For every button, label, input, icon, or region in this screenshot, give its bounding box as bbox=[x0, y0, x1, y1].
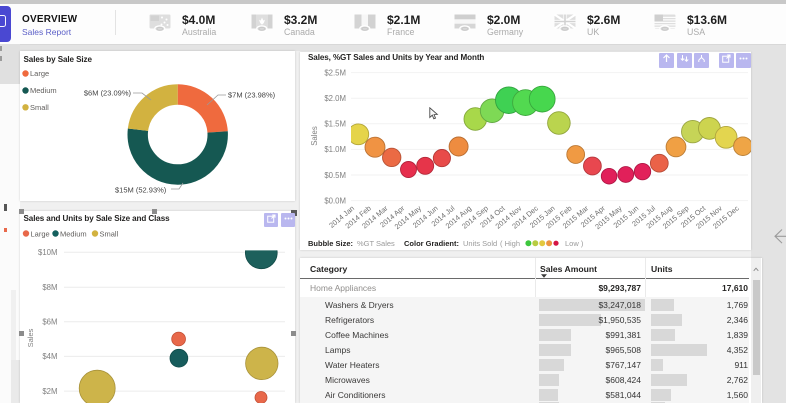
svg-text:Bubble Size:: Bubble Size: bbox=[308, 239, 353, 248]
svg-text:$1.5M: $1.5M bbox=[324, 120, 346, 129]
svg-text:$6M: $6M bbox=[42, 318, 57, 327]
svg-text:$10M: $10M bbox=[38, 248, 58, 257]
svg-text:$2M: $2M bbox=[42, 387, 57, 396]
svg-text:$2.5M: $2.5M bbox=[324, 68, 346, 77]
svg-text:Sales: Sales bbox=[26, 328, 35, 347]
svg-text:%GT Sales: %GT Sales bbox=[357, 239, 395, 248]
svg-text:$2.0M: $2.0M bbox=[324, 94, 346, 103]
svg-text:$0.5M: $0.5M bbox=[324, 171, 346, 180]
svg-text:Sales: Sales bbox=[310, 126, 319, 146]
svg-text:$15M (52.93%): $15M (52.93%) bbox=[115, 185, 167, 194]
svg-text:Units Sold: Units Sold bbox=[463, 239, 497, 248]
svg-text:Large: Large bbox=[31, 229, 50, 238]
svg-text:Medium: Medium bbox=[30, 86, 57, 95]
svg-text:( High: ( High bbox=[500, 239, 520, 248]
svg-text:$8M: $8M bbox=[42, 283, 57, 292]
svg-text:$4M: $4M bbox=[42, 352, 57, 361]
svg-text:$0.0M: $0.0M bbox=[324, 196, 346, 205]
svg-text:Medium: Medium bbox=[60, 229, 87, 238]
svg-text:Low ): Low ) bbox=[565, 239, 584, 248]
svg-text:Color Gradient:: Color Gradient: bbox=[404, 239, 459, 248]
svg-text:Large: Large bbox=[30, 69, 49, 78]
svg-text:Small: Small bbox=[100, 229, 119, 238]
svg-text:$6M (23.09%): $6M (23.09%) bbox=[84, 89, 132, 98]
svg-text:Small: Small bbox=[30, 103, 49, 112]
svg-text:$7M (23.98%): $7M (23.98%) bbox=[228, 91, 276, 100]
svg-text:$1.0M: $1.0M bbox=[324, 145, 346, 154]
